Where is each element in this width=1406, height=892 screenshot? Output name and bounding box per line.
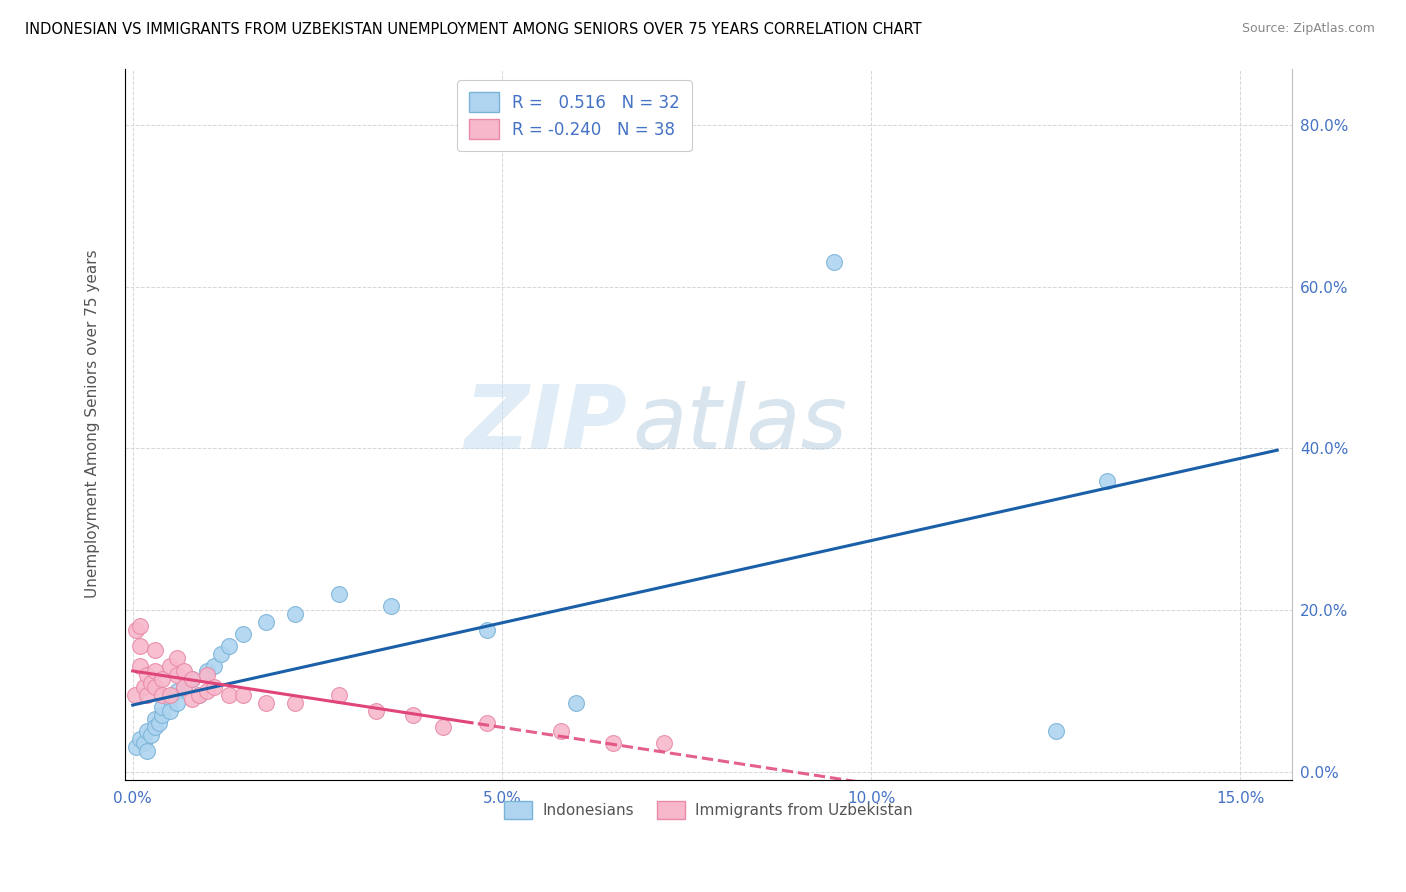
Point (1045, 724, 1067, 739)
Point (475, 623, 498, 637)
Point (195, 683, 218, 698)
Point (195, 667, 218, 681)
Point (136, 688, 159, 702)
Point (284, 696, 307, 710)
Point (254, 696, 277, 710)
Point (602, 736, 624, 750)
Point (139, 675, 162, 690)
Point (136, 724, 159, 739)
Point (132, 736, 155, 750)
Point (1097, 474, 1119, 488)
Point (564, 696, 586, 710)
Point (159, 659, 181, 673)
Point (150, 708, 173, 723)
Point (202, 659, 225, 673)
Point (129, 619, 152, 633)
Point (143, 720, 166, 734)
Point (202, 680, 225, 694)
Point (150, 672, 173, 686)
Point (654, 736, 676, 750)
Point (166, 651, 188, 665)
Y-axis label: Unemployment Among Seniors over 75 years: Unemployment Among Seniors over 75 years (86, 250, 100, 599)
Point (823, 255, 845, 269)
Text: ZIP: ZIP (464, 381, 627, 467)
Point (188, 688, 211, 702)
Point (173, 680, 195, 694)
Point (143, 680, 166, 694)
Point (148, 716, 170, 731)
Point (180, 672, 202, 686)
Point (328, 587, 350, 601)
Point (284, 607, 307, 621)
Text: Source: ZipAtlas.com: Source: ZipAtlas.com (1241, 22, 1375, 36)
Point (218, 640, 240, 654)
Point (143, 712, 166, 726)
Point (139, 728, 162, 742)
Point (166, 683, 188, 698)
Point (550, 724, 572, 739)
Point (129, 732, 152, 747)
Point (166, 667, 188, 681)
Point (150, 699, 173, 714)
Point (159, 704, 181, 718)
Point (209, 648, 232, 662)
Point (173, 664, 195, 678)
Point (380, 599, 402, 613)
Point (125, 623, 148, 637)
Point (475, 716, 498, 731)
Point (195, 664, 218, 678)
Text: INDONESIAN VS IMMIGRANTS FROM UZBEKISTAN UNEMPLOYMENT AMONG SENIORS OVER 75 YEAR: INDONESIAN VS IMMIGRANTS FROM UZBEKISTAN… (25, 22, 922, 37)
Point (125, 740, 148, 755)
Point (159, 691, 181, 706)
Point (432, 720, 454, 734)
Legend: Indonesians, Immigrants from Uzbekistan: Indonesians, Immigrants from Uzbekistan (498, 795, 920, 825)
Point (180, 691, 202, 706)
Point (143, 643, 166, 657)
Point (136, 744, 159, 758)
Point (143, 664, 166, 678)
Point (366, 704, 388, 718)
Point (129, 640, 152, 654)
Point (232, 627, 254, 641)
Text: atlas: atlas (633, 381, 848, 467)
Point (180, 672, 202, 686)
Point (218, 688, 240, 702)
Point (402, 708, 425, 723)
Point (129, 659, 152, 673)
Point (188, 688, 211, 702)
Point (150, 688, 173, 702)
Point (173, 680, 195, 694)
Point (159, 688, 181, 702)
Point (124, 688, 146, 702)
Point (254, 615, 277, 629)
Point (166, 696, 188, 710)
Point (136, 667, 159, 681)
Point (132, 680, 155, 694)
Point (232, 688, 254, 702)
Point (328, 688, 350, 702)
